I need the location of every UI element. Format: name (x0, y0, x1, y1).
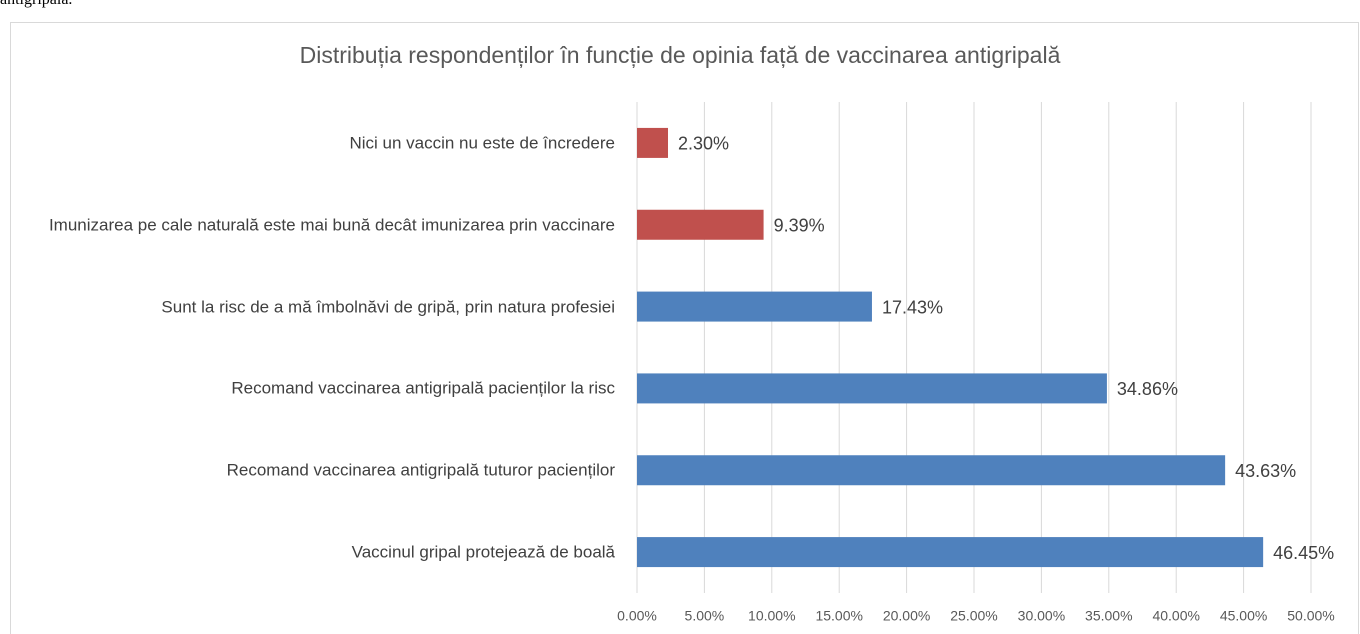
y-tick-label: Recomand vaccinarea antigripală pacienți… (231, 378, 615, 398)
y-tick-label: Nici un vaccin nu este de încredere (349, 133, 615, 153)
y-tick-label: Recomand vaccinarea antigripală tuturor … (226, 460, 615, 480)
x-tick-label: 45.00% (1220, 608, 1267, 624)
x-tick-label: 20.00% (883, 608, 930, 624)
category-label-box: Recomand vaccinarea antigripală tuturor … (0, 458, 615, 483)
bar (637, 455, 1226, 486)
category-label-box: Imunizarea pe cale naturală este mai bun… (0, 212, 615, 237)
category-label-box: Sunt la risc de a mă îmbolnăvi de gripă,… (0, 294, 615, 319)
chart-border (10, 22, 1359, 634)
bar (637, 209, 764, 240)
data-label: 9.39% (774, 216, 825, 236)
data-label: 43.63% (1235, 461, 1296, 481)
data-label: 17.43% (882, 297, 943, 317)
x-tick-label: 50.00% (1287, 608, 1334, 624)
y-tick-label: Vaccinul gripal protejează de boală (351, 542, 615, 562)
bar (637, 127, 669, 158)
category-label-box: Vaccinul gripal protejează de boală (0, 540, 615, 565)
x-tick-label: 40.00% (1152, 608, 1199, 624)
bar (637, 291, 872, 322)
x-tick-label: 5.00% (685, 608, 725, 624)
y-tick-label: Sunt la risc de a mă îmbolnăvi de gripă,… (161, 297, 615, 317)
bar (637, 373, 1107, 404)
x-tick-label: 35.00% (1085, 608, 1132, 624)
category-label-box: Recomand vaccinarea antigripală pacienți… (0, 376, 615, 401)
x-tick-label: 10.00% (748, 608, 795, 624)
x-tick-label: 30.00% (1018, 608, 1065, 624)
y-tick-label: Imunizarea pe cale naturală este mai bun… (48, 215, 615, 235)
chart-title: Distribuția respondenților în funcție de… (300, 42, 1061, 68)
data-label: 34.86% (1117, 379, 1178, 399)
bar (637, 537, 1264, 568)
x-tick-label: 25.00% (950, 608, 997, 624)
data-label: 2.30% (678, 134, 729, 154)
x-tick-label: 0.00% (617, 608, 657, 624)
category-label-box: Nici un vaccin nu este de încredere (0, 130, 615, 155)
data-label: 46.45% (1273, 543, 1334, 563)
document-text: antigripală. (0, 0, 72, 9)
x-tick-label: 15.00% (815, 608, 862, 624)
